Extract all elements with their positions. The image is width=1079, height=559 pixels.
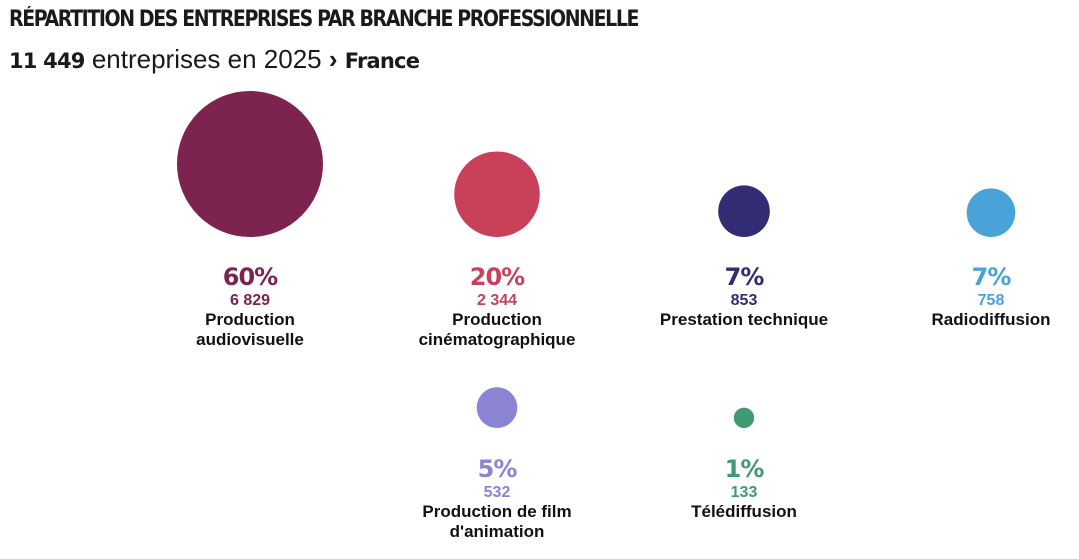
category-label: Prestation technique [660, 310, 828, 329]
category-label: Télédiffusion [691, 502, 797, 521]
category-label: d'animation [450, 522, 545, 541]
percent-label: 1% [725, 455, 765, 483]
percent-label: 7% [725, 263, 765, 291]
chart-title: RÉPARTITION DES ENTREPRISES PAR BRANCHE … [9, 7, 639, 32]
category-label: cinématographique [419, 330, 576, 349]
bubble-production-audiovisuelle [177, 91, 323, 237]
count-label: 758 [978, 292, 1005, 309]
bubble-radiodiffusion [966, 188, 1016, 237]
category-label: Production [205, 310, 295, 329]
percent-label: 20% [470, 263, 525, 291]
count-label: 133 [731, 484, 758, 501]
count-label: 6 829 [230, 292, 270, 309]
arrow-icon: › [328, 44, 338, 74]
percent-label: 7% [972, 263, 1012, 291]
count-label: 853 [731, 292, 758, 309]
count-label: 2 344 [477, 292, 517, 309]
percent-label: 5% [478, 455, 518, 483]
category-label: audiovisuelle [196, 330, 304, 349]
total-count: 11 449 [9, 49, 85, 73]
count-label: 532 [484, 484, 511, 501]
subtitle-text: entreprises en 2025 [91, 44, 322, 74]
bubble-production-cinematographique [454, 151, 540, 237]
chart-subtitle: 11 449 entreprises en 2025 › France [9, 44, 420, 75]
region-label: France [344, 49, 420, 73]
bubble-production-de-film-d-animation [476, 387, 518, 428]
category-label: Production de film [422, 502, 571, 521]
bubble-prestation-technique [718, 185, 770, 238]
bubble-telediffusion [733, 407, 755, 428]
category-label: Production [452, 310, 542, 329]
percent-label: 60% [223, 263, 278, 291]
category-label: Radiodiffusion [932, 310, 1051, 329]
